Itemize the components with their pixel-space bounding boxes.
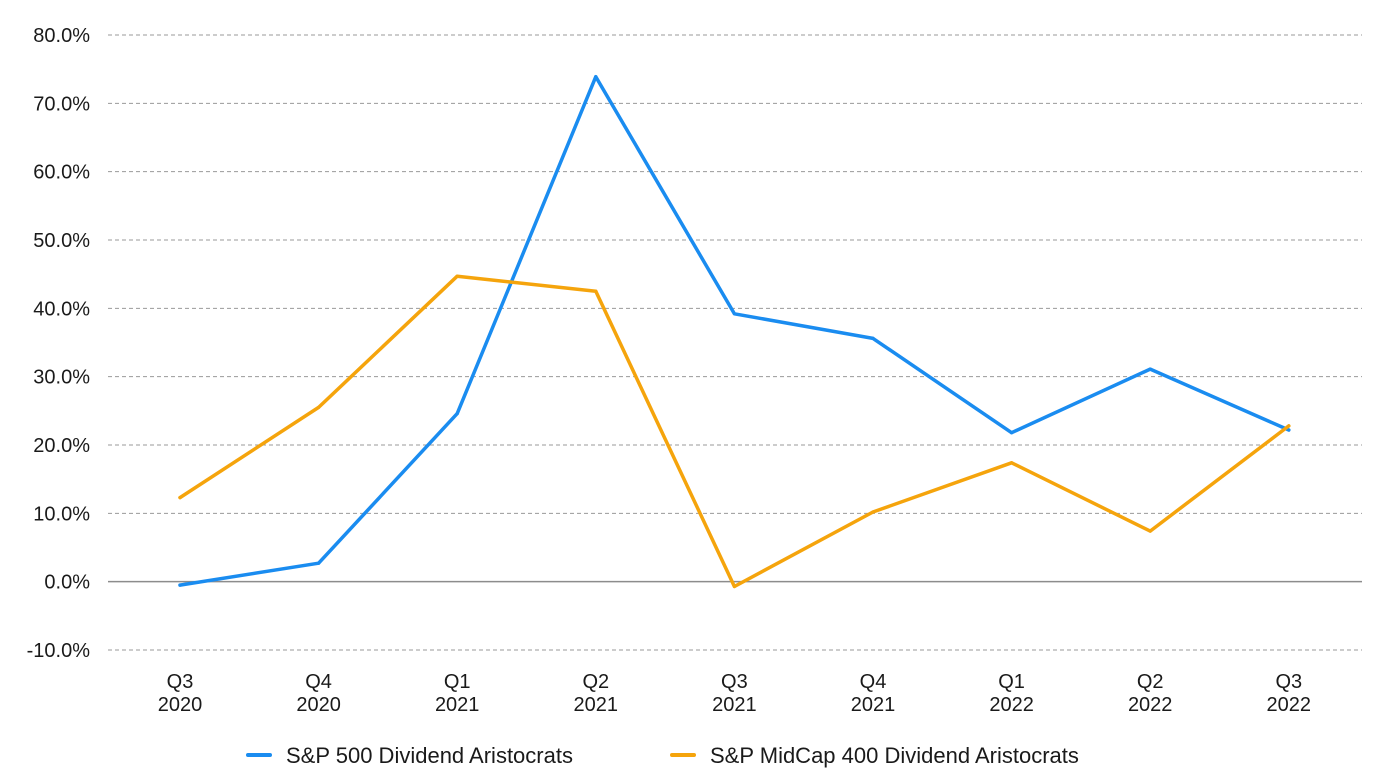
data-point: S&P 500 Dividend Aristocrats: 73.9 (594, 75, 598, 79)
legend-label: S&P 500 Dividend Aristocrats (286, 743, 573, 768)
x-tick-year-label: 2020 (158, 694, 203, 716)
x-tick-year-label: 2021 (435, 694, 480, 716)
x-tick-quarter-label: Q4 (860, 671, 887, 693)
x-tick-year-label: 2021 (712, 694, 757, 716)
x-tick-year-label: 2021 (851, 694, 896, 716)
x-tick-quarter-label: Q4 (305, 671, 332, 693)
x-tick-quarter-label: Q1 (444, 671, 471, 693)
x-tick-quarter-label: Q1 (998, 671, 1025, 693)
x-tick-quarter-label: Q3 (721, 671, 748, 693)
data-point: S&P MidCap 400 Dividend Aristocrats: -0.… (732, 584, 737, 589)
x-tick-year-label: 2021 (574, 694, 619, 716)
y-tick-label: 60.0% (33, 162, 90, 184)
y-tick-label: 30.0% (33, 367, 90, 389)
y-tick-label: 50.0% (33, 230, 90, 252)
legend-label: S&P MidCap 400 Dividend Aristocrats (710, 743, 1079, 768)
data-point: S&P 500 Dividend Aristocrats: 24.6 (455, 411, 459, 416)
x-tick-year-label: 2022 (989, 694, 1034, 716)
y-tick-label: 10.0% (33, 503, 90, 525)
y-tick-label: 70.0% (33, 93, 90, 115)
data-point: S&P 500 Dividend Aristocrats: 2.7 (317, 561, 321, 565)
data-point: S&P MidCap 400 Dividend Aristocrats: 42.… (594, 289, 598, 293)
x-tick-quarter-label: Q3 (167, 671, 194, 693)
data-point: S&P 500 Dividend Aristocrats: 22.2 (1287, 428, 1291, 432)
x-axis-tick-labels: Q32020Q42020Q12021Q22021Q32021Q42021Q120… (158, 671, 1311, 716)
data-point: S&P 500 Dividend Aristocrats: 31.1 (1148, 367, 1152, 371)
x-tick-quarter-label: Q2 (1137, 671, 1164, 693)
x-tick-year-label: 2020 (296, 694, 341, 716)
data-point: S&P 500 Dividend Aristocrats: 35.6 (871, 336, 875, 340)
series-line-sp500-dividend-aristocrats (178, 74, 1291, 587)
series-lines: S&P 500 Dividend Aristocrats: -0.5 S&P 50… (178, 74, 1291, 589)
data-point: S&P MidCap 400 Dividend Aristocrats: 17.… (1010, 461, 1014, 465)
x-tick-year-label: 2022 (1128, 694, 1173, 716)
data-point: S&P MidCap 400 Dividend Aristocrats: 25.… (317, 405, 321, 410)
data-point: S&P MidCap 400 Dividend Aristocrats: 44.… (455, 274, 459, 278)
x-tick-quarter-label: Q3 (1275, 671, 1302, 693)
data-point: S&P MidCap 400 Dividend Aristocrats: 10.… (871, 510, 875, 514)
data-point: S&P 500 Dividend Aristocrats: 39.2 (732, 312, 737, 316)
y-axis-tick-labels: -10.0% 0.0% 10.0% 20.0% 30.0% 40.0% 50.0% 60.0%… (27, 25, 91, 662)
data-point: S&P 500 Dividend Aristocrats: -0.5 (178, 583, 182, 587)
x-tick-quarter-label: Q2 (582, 671, 609, 693)
x-tick-year-label: 2022 (1267, 694, 1312, 716)
data-point: S&P MidCap 400 Dividend Aristocrats: 22.… (1287, 424, 1291, 428)
data-point: S&P MidCap 400 Dividend Aristocrats: 12.… (178, 496, 182, 500)
y-tick-label: 0.0% (44, 572, 90, 594)
legend: S&P 500 Dividend Aristocrats S&P MidCap 4… (246, 743, 1079, 768)
y-tick-label: -10.0% (27, 640, 91, 662)
y-tick-label: 80.0% (33, 25, 90, 47)
series-line-sp-midcap-400-dividend-aristocrats (178, 274, 1291, 589)
gridlines (108, 34, 1362, 651)
data-point: S&P 500 Dividend Aristocrats: 21.8 (1010, 431, 1014, 435)
data-point: S&P MidCap 400 Dividend Aristocrats: 7.4 (1148, 529, 1152, 533)
y-tick-label: 20.0% (33, 435, 90, 457)
y-tick-label: 40.0% (33, 298, 90, 320)
